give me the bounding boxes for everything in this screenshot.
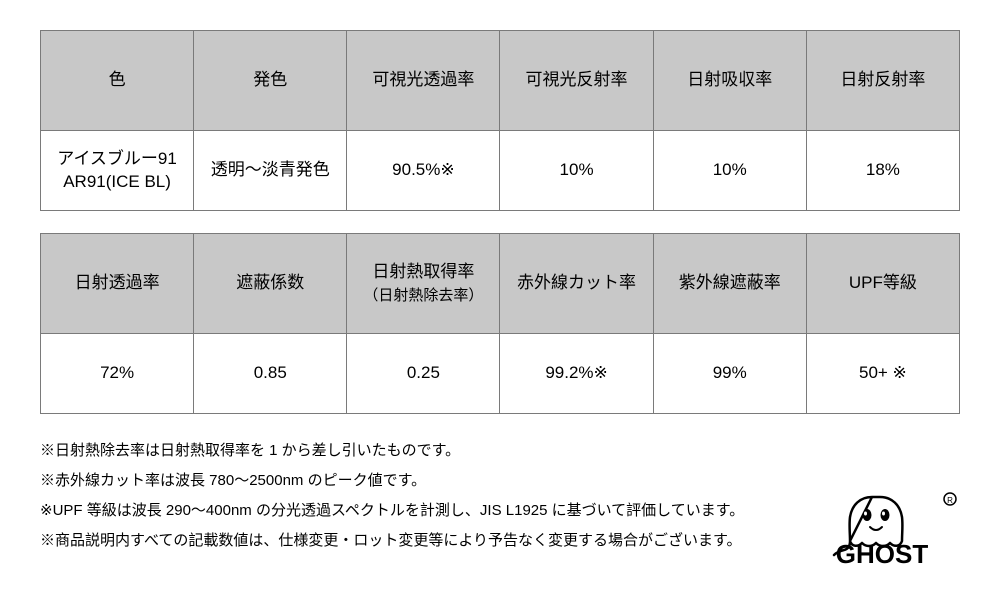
footnote: ※商品説明内すべての記載数値は、仕様変更・ロット変更等により予告なく変更する場合…: [40, 526, 960, 556]
table-row: 日射透過率 遮蔽係数 日射熱取得率 （日射熱除去率） 赤外線カット率 紫外線遮蔽…: [41, 234, 960, 334]
spec-table-2: 日射透過率 遮蔽係数 日射熱取得率 （日射熱除去率） 赤外線カット率 紫外線遮蔽…: [40, 233, 960, 414]
spec-table-1: 色 発色 可視光透過率 可視光反射率 日射吸収率 日射反射率 アイスブルー91 …: [40, 30, 960, 211]
cell: 10%: [500, 131, 653, 211]
cell: 72%: [41, 334, 194, 414]
cell: アイスブルー91 AR91(ICE BL): [41, 131, 194, 211]
table-row: アイスブルー91 AR91(ICE BL) 透明～淡青発色 90.5%※ 10%…: [41, 131, 960, 211]
cell-line2: AR91(ICE BL): [63, 172, 171, 191]
cell: 0.85: [194, 334, 347, 414]
col-header: 色: [41, 31, 194, 131]
footnote: ※UPF 等級は波長 290～400nm の分光透過スペクトルを計測し、JIS …: [40, 496, 960, 526]
cell: 10%: [653, 131, 806, 211]
col-header: 赤外線カット率: [500, 234, 653, 334]
col-header: 日射透過率: [41, 234, 194, 334]
cell: 99.2%※: [500, 334, 653, 414]
footnotes: ※日射熱除去率は日射熱取得率を 1 から差し引いたものです。 ※赤外線カット率は…: [40, 436, 960, 556]
cell-line1: アイスブルー91: [57, 149, 177, 168]
col-header: 日射吸収率: [653, 31, 806, 131]
cell: 透明～淡青発色: [194, 131, 347, 211]
col-header: 日射熱取得率 （日射熱除去率）: [347, 234, 500, 334]
cell: 18%: [806, 131, 959, 211]
ghost-logo-text: GHOST: [836, 539, 929, 569]
cell: 99%: [653, 334, 806, 414]
col-header: 可視光反射率: [500, 31, 653, 131]
table-row: 72% 0.85 0.25 99.2%※ 99% 50+ ※: [41, 334, 960, 414]
footnote: ※赤外線カット率は波長 780～2500nm のピーク値です。: [40, 466, 960, 496]
header-line2: （日射熱除去率）: [363, 287, 483, 304]
col-header: 遮蔽係数: [194, 234, 347, 334]
col-header: 発色: [194, 31, 347, 131]
col-header: UPF等級: [806, 234, 959, 334]
col-header: 可視光透過率: [347, 31, 500, 131]
col-header: 日射反射率: [806, 31, 959, 131]
cell: 50+ ※: [806, 334, 959, 414]
cell: 90.5%※: [347, 131, 500, 211]
ghost-icon: R GHOST: [830, 485, 960, 570]
table-2: 日射透過率 遮蔽係数 日射熱取得率 （日射熱除去率） 赤外線カット率 紫外線遮蔽…: [40, 233, 960, 414]
header-line1: 日射熱取得率: [372, 262, 474, 281]
table-row: 色 発色 可視光透過率 可視光反射率 日射吸収率 日射反射率: [41, 31, 960, 131]
footnote: ※日射熱除去率は日射熱取得率を 1 から差し引いたものです。: [40, 436, 960, 466]
svg-text:R: R: [947, 496, 953, 505]
ghost-logo: R GHOST: [830, 485, 960, 570]
col-header: 紫外線遮蔽率: [653, 234, 806, 334]
table-1: 色 発色 可視光透過率 可視光反射率 日射吸収率 日射反射率 アイスブルー91 …: [40, 30, 960, 211]
cell: 0.25: [347, 334, 500, 414]
